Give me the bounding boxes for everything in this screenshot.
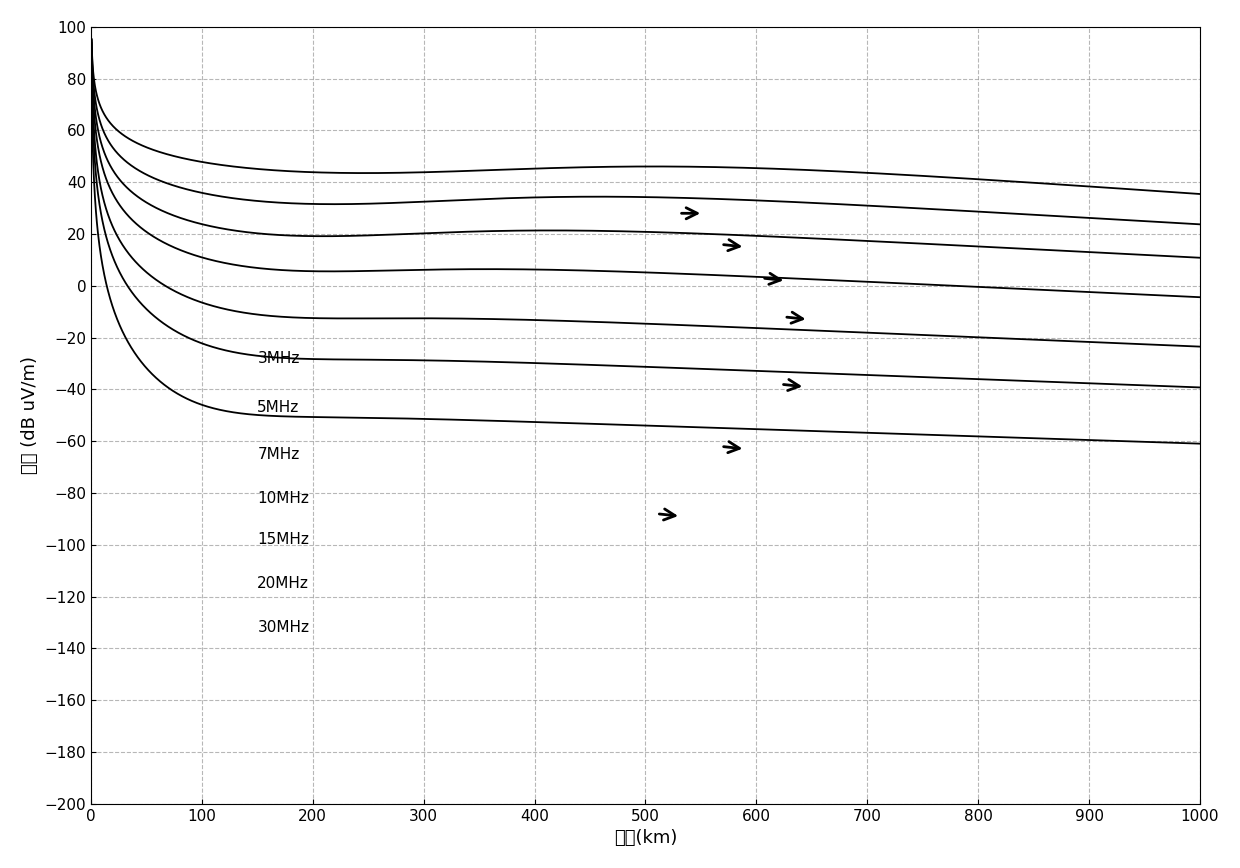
Text: 7MHz: 7MHz — [258, 447, 300, 462]
Text: 10MHz: 10MHz — [258, 490, 309, 506]
Y-axis label: 场强 (dB uV/m): 场强 (dB uV/m) — [21, 356, 38, 474]
Text: 20MHz: 20MHz — [258, 576, 309, 591]
Text: 3MHz: 3MHz — [258, 351, 300, 365]
X-axis label: 距离(km): 距离(km) — [614, 829, 677, 847]
Text: 5MHz: 5MHz — [258, 400, 300, 415]
Text: 30MHz: 30MHz — [258, 620, 309, 635]
Text: 15MHz: 15MHz — [258, 532, 309, 547]
